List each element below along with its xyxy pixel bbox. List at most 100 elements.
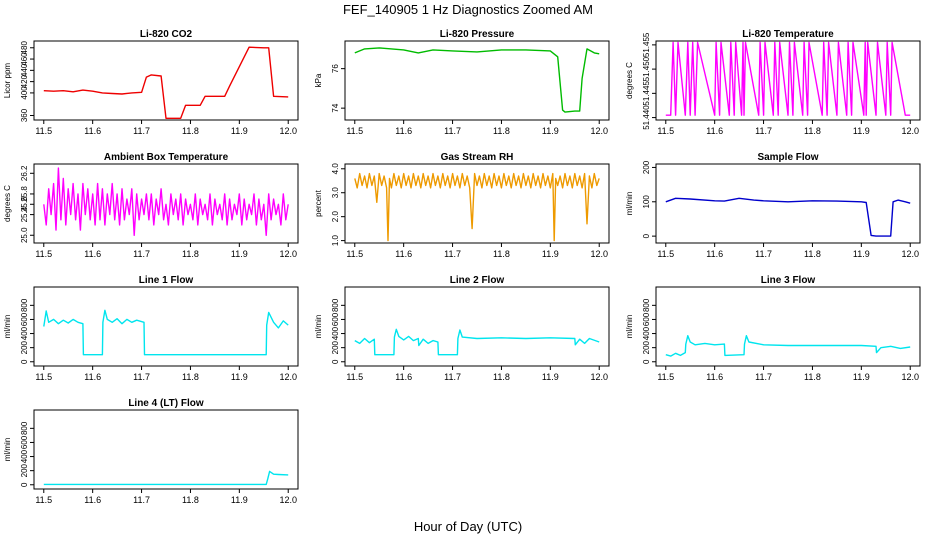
panel-7-xtick-label: 11.9 — [231, 372, 248, 382]
panel-4-ytick-label: 26.2 — [20, 165, 29, 181]
panel-8-xtick-label: 12.0 — [590, 372, 608, 382]
panel-6-ylabel: ml/min — [625, 192, 634, 216]
panel-1-ytick-label: 440 — [20, 63, 29, 77]
panel-8-xtick-label: 11.6 — [395, 372, 412, 382]
panel-1-series-line — [43, 46, 289, 120]
panel-9-xtick-label: 11.8 — [804, 372, 821, 382]
panel-1-title: Li-820 CO2 — [140, 29, 193, 40]
panel-5: Gas Stream RH percent 11.5 11.6 11.7 11.8 11.9… — [314, 152, 610, 259]
panel-5-xtick-label: 11.7 — [444, 249, 461, 259]
panel-9-ytick-label: 400 — [642, 326, 651, 340]
panel-9-series-line — [665, 335, 911, 357]
panel-7: Line 1 Flow ml/min 11.5 11.6 11.7 11.8 11.9 12.… — [3, 275, 299, 382]
panel-2-xtick-label: 11.9 — [542, 126, 559, 136]
panel-2-xtick-label: 11.8 — [493, 126, 510, 136]
panel-10-ytick-label: 600 — [20, 435, 29, 449]
panel-1-ytick-label: 400 — [20, 86, 29, 100]
panel-3-frame — [655, 40, 921, 121]
panel-8-series-line — [354, 328, 600, 356]
panel-7-ytick-label: 0 — [20, 359, 29, 364]
panel-6-xtick-label: 12.0 — [901, 249, 919, 259]
panel-6-xtick-label: 11.8 — [804, 249, 821, 259]
panel-6-xtick-label: 11.7 — [755, 249, 772, 259]
panel-8-ylabel: ml/min — [314, 315, 323, 339]
panel-1-frame — [33, 40, 299, 121]
panel-10-series-line — [43, 470, 289, 486]
panel-10-ytick-label: 400 — [20, 449, 29, 463]
panel-10-ylabel: ml/min — [3, 438, 12, 462]
panel-3-ytick-label: 51.450 — [642, 56, 651, 81]
panel-2-xtick-label: 11.5 — [346, 126, 363, 136]
panel-5-xtick-label: 11.5 — [346, 249, 363, 259]
panel-5-xtick-label: 11.6 — [395, 249, 412, 259]
panel-4-ytick-label: 25.8 — [20, 186, 29, 202]
panel-8-xtick-label: 11.5 — [346, 372, 363, 382]
panel-6-xtick-label: 11.5 — [657, 249, 674, 259]
panels: Li-820 CO2 Licor ppm 11.5 11.6 11.7 11.8 11.9 1… — [3, 29, 921, 505]
panel-4-ylabel: degrees C — [3, 185, 12, 222]
panel-9-ytick-label: 200 — [642, 340, 651, 354]
panel-5-title: Gas Stream RH — [441, 152, 514, 163]
panel-3-xtick-label: 11.9 — [853, 126, 870, 136]
panel-9-ytick-label: 800 — [642, 298, 651, 312]
panel-10-xtick-label: 11.5 — [35, 495, 52, 505]
panel-3-ytick-label: 51.455 — [642, 32, 651, 57]
panel-1: Li-820 CO2 Licor ppm 11.5 11.6 11.7 11.8 11.9 1… — [3, 29, 299, 136]
panel-1-xtick-label: 11.6 — [84, 126, 101, 136]
panel-9-frame — [655, 286, 921, 367]
panel-4-ytick-label: 25.0 — [20, 227, 29, 243]
panel-10-title: Line 4 (LT) Flow — [128, 398, 204, 409]
panel-7-xtick-label: 11.5 — [35, 372, 52, 382]
panel-7-xtick-label: 11.7 — [133, 372, 150, 382]
panel-3-xtick-label: 11.5 — [657, 126, 674, 136]
panel-4-xtick-label: 12.0 — [279, 249, 297, 259]
panel-5-ytick-label: 1.0 — [331, 234, 340, 246]
panel-6-frame — [655, 163, 921, 244]
panel-5-xtick-label: 12.0 — [590, 249, 608, 259]
panel-10-xtick-label: 12.0 — [279, 495, 297, 505]
panel-5-ytick-label: 3.0 — [331, 187, 340, 199]
panel-9-xtick-label: 11.7 — [755, 372, 772, 382]
panel-4: Ambient Box Temperature degrees C 11.5 11.6… — [3, 152, 299, 259]
panel-1-xtick-label: 11.9 — [231, 126, 248, 136]
panel-5-xtick-label: 11.9 — [542, 249, 559, 259]
panel-4-xtick-label: 11.6 — [84, 249, 101, 259]
panel-1-ytick-label: 480 — [20, 41, 29, 55]
panel-9-xtick-label: 11.5 — [657, 372, 674, 382]
panel-3-xtick-label: 11.7 — [755, 126, 772, 136]
panel-8-ytick-label: 400 — [331, 326, 340, 340]
panel-7-xtick-label: 11.8 — [182, 372, 199, 382]
panel-6-title: Sample Flow — [757, 152, 818, 163]
panel-4-title: Ambient Box Temperature — [104, 152, 229, 163]
panel-3-xtick-label: 11.8 — [804, 126, 821, 136]
panel-1-ytick-label: 360 — [20, 108, 29, 122]
panel-10-xtick-label: 11.6 — [84, 495, 101, 505]
panel-4-series-line — [43, 167, 289, 237]
panel-6-ytick-label: 200 — [642, 160, 651, 174]
panel-5-ytick-label: 2.0 — [331, 211, 340, 223]
panel-8-ytick-label: 200 — [331, 340, 340, 354]
panel-3-xtick-label: 11.6 — [706, 126, 723, 136]
panel-6: Sample Flow ml/min 11.5 11.6 11.7 11.8 11.9 12.… — [625, 152, 921, 259]
panel-10: Line 4 (LT) Flow ml/min 11.5 11.6 11.7 11.8 11… — [3, 398, 299, 505]
panel-7-ytick-label: 600 — [20, 312, 29, 326]
panel-7-ytick-label: 400 — [20, 326, 29, 340]
panel-5-series-line — [354, 172, 600, 242]
panel-7-ylabel: ml/min — [3, 315, 12, 339]
figure-title: FEF_140905 1 Hz Diagnostics Zoomed AM — [343, 2, 593, 17]
panel-10-xtick-label: 11.9 — [231, 495, 248, 505]
panel-10-ytick-label: 0 — [20, 482, 29, 487]
panel-8-ytick-label: 600 — [331, 312, 340, 326]
panel-8-ytick-label: 800 — [331, 298, 340, 312]
panel-3: Li-820 Temperature degrees C 11.5 11.6 11.7 1… — [625, 29, 921, 136]
panel-3-ylabel: degrees C — [625, 62, 634, 99]
panel-2-xtick-label: 11.6 — [395, 126, 412, 136]
panel-8-frame — [344, 286, 610, 367]
panel-4-xtick-label: 11.9 — [231, 249, 248, 259]
panel-8-xtick-label: 11.8 — [493, 372, 510, 382]
panel-2-series-line — [354, 47, 600, 113]
panel-7-ytick-label: 800 — [20, 298, 29, 312]
panel-1-xtick-label: 12.0 — [279, 126, 297, 136]
panel-9-xtick-label: 12.0 — [901, 372, 919, 382]
